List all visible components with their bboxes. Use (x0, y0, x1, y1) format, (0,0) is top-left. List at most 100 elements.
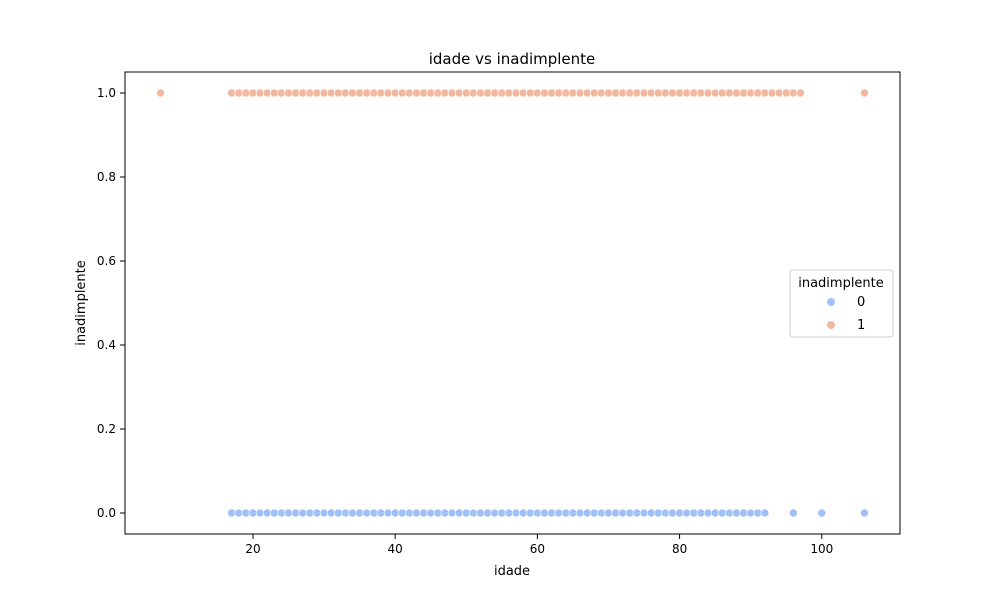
legend-marker-0 (827, 298, 835, 306)
data-point-series-0 (362, 508, 372, 518)
y-tick-label: 0.4 (97, 338, 116, 352)
data-point-series-0 (476, 508, 485, 518)
y-axis-label: inadimplente (74, 260, 89, 346)
data-point-series-0 (518, 508, 528, 518)
data-point-series-1 (518, 88, 528, 98)
data-point-series-1 (390, 88, 400, 98)
data-point-series-1 (561, 88, 571, 98)
x-axis-ticks: 20 40 60 80 100 (245, 534, 833, 556)
y-tick-label: 0.2 (97, 422, 116, 436)
data-point-series-0 (589, 508, 599, 518)
data-point-series-0 (618, 508, 628, 518)
y-tick-label: 0.8 (97, 170, 116, 184)
data-point-series-1 (589, 88, 599, 98)
data-point-series-1 (739, 88, 748, 98)
data-point-series-0 (227, 508, 236, 518)
data-point-series-0 (412, 508, 421, 518)
data-point-series-1 (504, 88, 514, 98)
data-point-series-1 (426, 88, 436, 98)
data-point-series-0 (860, 508, 869, 518)
data-point-series-0 (334, 508, 343, 518)
plot-frame (124, 71, 901, 535)
data-point-series-1 (419, 88, 428, 98)
data-point-series-0 (390, 508, 400, 518)
data-point-series-1 (262, 88, 272, 98)
data-point-series-0 (732, 508, 741, 518)
data-point-series-1 (291, 88, 300, 98)
data-point-series-0 (255, 508, 265, 518)
data-point-series-1 (547, 88, 556, 98)
chart-title: idade vs inadimplente (429, 50, 596, 68)
data-point-series-1 (796, 88, 805, 98)
data-point-series-1 (433, 88, 443, 98)
data-point-series-0 (661, 508, 670, 518)
data-point-series-0 (319, 508, 329, 518)
data-point-series-1 (611, 88, 620, 98)
data-point-series-0 (383, 508, 393, 518)
data-point-series-0 (582, 508, 592, 518)
data-point-series-1 (319, 88, 329, 98)
data-point-series-1 (490, 88, 500, 98)
data-point-series-0 (433, 508, 443, 518)
data-point-series-0 (497, 508, 507, 518)
data-point-series-0 (248, 508, 258, 518)
data-point-series-1 (312, 88, 322, 98)
data-point-series-1 (753, 88, 763, 98)
y-tick-label: 1.0 (97, 86, 116, 100)
data-point-series-1 (653, 88, 663, 98)
data-point-series-0 (604, 508, 613, 518)
data-point-series-0 (668, 508, 677, 518)
data-point-series-1 (568, 88, 578, 98)
legend-title: inadimplente (798, 276, 884, 291)
data-point-series-0 (568, 508, 578, 518)
data-point-series-1 (732, 88, 741, 98)
data-point-series-1 (696, 88, 706, 98)
data-point-series-0 (575, 508, 585, 518)
data-point-series-0 (682, 508, 691, 518)
data-point-series-1 (405, 88, 414, 98)
x-tick-label: 20 (245, 542, 260, 556)
data-point-series-0 (760, 508, 770, 518)
data-point-series-0 (717, 508, 727, 518)
x-tick-label: 100 (810, 542, 833, 556)
data-point-series-1 (334, 88, 343, 98)
x-tick-label: 60 (530, 542, 545, 556)
data-point-series-1 (497, 88, 507, 98)
data-point-series-1 (767, 88, 777, 98)
data-point-series-0 (447, 508, 457, 518)
data-point-series-1 (234, 88, 244, 98)
data-point-series-1 (326, 88, 336, 98)
data-point-series-1 (469, 88, 478, 98)
data-point-series-1 (305, 88, 315, 98)
data-point-series-1 (227, 88, 236, 98)
y-tick-label: 0.6 (97, 254, 116, 268)
data-point-series-0 (739, 508, 748, 518)
data-point-series-0 (696, 508, 706, 518)
data-point-series-0 (440, 508, 450, 518)
data-point-series-0 (533, 508, 542, 518)
data-point-series-0 (469, 508, 478, 518)
legend-marker-1 (827, 321, 835, 329)
data-point-series-1 (789, 88, 798, 98)
data-point-series-0 (405, 508, 414, 518)
legend-label-1: 1 (857, 318, 865, 333)
data-point-series-1 (376, 88, 386, 98)
data-point-series-1 (760, 88, 770, 98)
data-point-series-1 (255, 88, 265, 98)
data-point-series-0 (305, 508, 315, 518)
data-point-series-1 (341, 88, 350, 98)
data-point-series-1 (476, 88, 485, 98)
x-tick-label: 40 (388, 542, 403, 556)
x-axis-label: idade (494, 564, 530, 579)
data-point-series-0 (511, 508, 521, 518)
data-point-series-1 (646, 88, 656, 98)
data-point-series-1 (447, 88, 457, 98)
data-point-series-0 (632, 508, 642, 518)
data-point-series-1 (682, 88, 691, 98)
data-point-series-0 (554, 508, 564, 518)
data-point-series-1 (703, 88, 713, 98)
data-point-series-0 (490, 508, 500, 518)
data-point-series-0 (348, 508, 357, 518)
